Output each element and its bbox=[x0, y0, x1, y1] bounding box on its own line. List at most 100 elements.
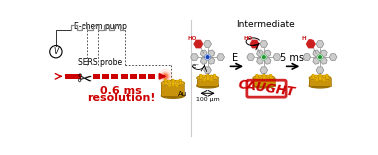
Circle shape bbox=[158, 69, 172, 83]
Polygon shape bbox=[194, 40, 203, 48]
Circle shape bbox=[267, 79, 268, 80]
Circle shape bbox=[316, 76, 317, 77]
Ellipse shape bbox=[161, 81, 184, 86]
Bar bbox=[253, 78, 274, 86]
Polygon shape bbox=[204, 41, 211, 47]
Polygon shape bbox=[200, 58, 207, 64]
Circle shape bbox=[168, 85, 170, 87]
Ellipse shape bbox=[197, 83, 218, 88]
Circle shape bbox=[165, 83, 166, 84]
Circle shape bbox=[319, 78, 321, 80]
Circle shape bbox=[263, 77, 265, 79]
Circle shape bbox=[179, 82, 181, 84]
Circle shape bbox=[203, 75, 205, 78]
Circle shape bbox=[210, 79, 212, 81]
Circle shape bbox=[263, 75, 265, 76]
Polygon shape bbox=[303, 54, 311, 60]
Circle shape bbox=[179, 80, 181, 82]
Circle shape bbox=[200, 77, 202, 79]
Circle shape bbox=[162, 73, 168, 79]
Circle shape bbox=[312, 75, 314, 77]
Circle shape bbox=[313, 75, 314, 76]
Text: CAUGHT: CAUGHT bbox=[237, 78, 296, 99]
Circle shape bbox=[177, 81, 178, 82]
Circle shape bbox=[326, 75, 328, 77]
Text: HO: HO bbox=[187, 36, 197, 41]
Circle shape bbox=[213, 75, 215, 77]
Text: H: H bbox=[302, 36, 306, 41]
Circle shape bbox=[173, 83, 174, 84]
Circle shape bbox=[205, 55, 210, 60]
Circle shape bbox=[214, 75, 215, 76]
Circle shape bbox=[200, 75, 201, 76]
Circle shape bbox=[261, 55, 266, 60]
Text: 5 ms: 5 ms bbox=[279, 53, 304, 63]
Polygon shape bbox=[250, 40, 259, 48]
Circle shape bbox=[327, 77, 328, 78]
Bar bbox=[93, 74, 100, 79]
Circle shape bbox=[327, 75, 328, 76]
Text: V: V bbox=[53, 47, 59, 56]
Bar bbox=[130, 74, 137, 79]
Circle shape bbox=[172, 84, 174, 86]
Circle shape bbox=[316, 79, 317, 80]
Polygon shape bbox=[191, 54, 198, 60]
Polygon shape bbox=[204, 67, 211, 73]
Bar bbox=[309, 78, 331, 86]
Circle shape bbox=[266, 79, 268, 81]
Ellipse shape bbox=[309, 76, 331, 80]
Circle shape bbox=[200, 75, 202, 77]
Polygon shape bbox=[264, 58, 271, 64]
Bar bbox=[148, 74, 155, 79]
Circle shape bbox=[203, 79, 205, 81]
Circle shape bbox=[319, 75, 321, 77]
Circle shape bbox=[263, 75, 265, 77]
Polygon shape bbox=[257, 50, 263, 57]
Circle shape bbox=[213, 77, 215, 79]
Circle shape bbox=[263, 78, 265, 80]
Circle shape bbox=[313, 77, 314, 78]
Bar bbox=[161, 83, 184, 96]
Circle shape bbox=[257, 77, 258, 78]
Circle shape bbox=[203, 76, 204, 77]
Circle shape bbox=[320, 79, 321, 80]
Circle shape bbox=[316, 79, 318, 81]
Circle shape bbox=[318, 55, 322, 60]
Bar bbox=[112, 74, 118, 79]
Circle shape bbox=[263, 79, 265, 80]
Circle shape bbox=[259, 75, 261, 78]
Polygon shape bbox=[306, 40, 315, 48]
Circle shape bbox=[320, 77, 321, 78]
Circle shape bbox=[163, 74, 167, 78]
Circle shape bbox=[319, 77, 321, 79]
Circle shape bbox=[206, 78, 209, 80]
Text: 0.6 ms: 0.6 ms bbox=[101, 86, 142, 96]
Polygon shape bbox=[208, 58, 215, 64]
Circle shape bbox=[173, 80, 174, 81]
Polygon shape bbox=[208, 50, 215, 57]
Circle shape bbox=[320, 75, 321, 76]
Polygon shape bbox=[264, 50, 271, 57]
Circle shape bbox=[164, 82, 167, 84]
Circle shape bbox=[270, 77, 271, 78]
Circle shape bbox=[270, 75, 272, 77]
Polygon shape bbox=[329, 54, 337, 60]
Circle shape bbox=[270, 75, 271, 76]
Circle shape bbox=[270, 77, 272, 79]
Circle shape bbox=[165, 80, 166, 81]
Circle shape bbox=[211, 79, 212, 80]
Polygon shape bbox=[247, 54, 254, 60]
Circle shape bbox=[164, 80, 167, 82]
Text: E: E bbox=[232, 53, 239, 63]
Circle shape bbox=[256, 75, 258, 77]
Polygon shape bbox=[273, 54, 281, 60]
Text: SERS probe: SERS probe bbox=[79, 58, 122, 67]
Polygon shape bbox=[321, 58, 327, 64]
Polygon shape bbox=[321, 50, 327, 57]
Ellipse shape bbox=[197, 76, 218, 80]
Circle shape bbox=[315, 75, 317, 78]
Polygon shape bbox=[260, 41, 268, 47]
Circle shape bbox=[161, 72, 170, 81]
Polygon shape bbox=[313, 50, 319, 57]
Polygon shape bbox=[200, 50, 207, 57]
